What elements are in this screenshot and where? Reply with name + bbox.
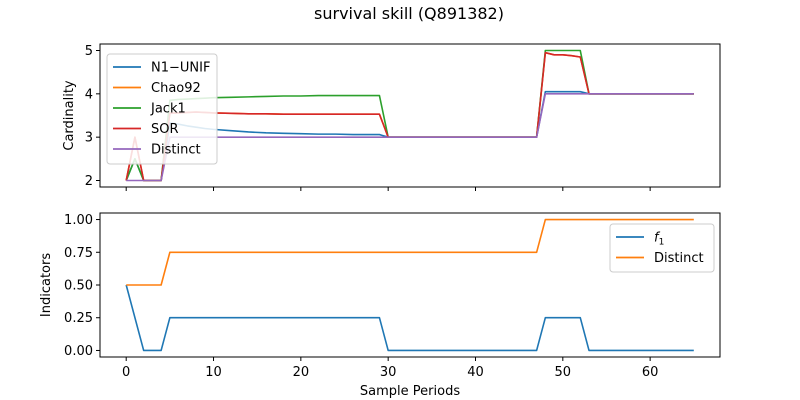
axes-frame <box>99 43 721 188</box>
y-tick-label: 0.75 <box>64 246 93 261</box>
legend: N1−UNIF Chao92 Jack1 SOR Distinct <box>106 53 218 165</box>
y-axis-label: Indicators <box>39 253 54 317</box>
x-tick-label: 20 <box>293 365 310 380</box>
y-tick-label: 3 <box>85 131 93 146</box>
legend-label: Chao92 <box>151 81 201 96</box>
x-tick-label: 0 <box>122 365 130 380</box>
indicators-panel: 0.00 0.25 0.50 0.75 1.00 0 10 20 30 40 50 60 Indicat… <box>39 212 721 399</box>
y-axis-label: Cardinality <box>62 80 77 151</box>
legend-label: Distinct <box>151 143 201 158</box>
y-tick-label: 2 <box>85 174 93 189</box>
x-tick-label: 50 <box>555 365 572 380</box>
x-axis-label: Sample Periods <box>360 384 460 399</box>
legend: f1 Distinct <box>609 223 715 273</box>
x-tick-label: 10 <box>205 365 222 380</box>
y-tick-label: 0.25 <box>64 311 93 326</box>
y-tick-label: 1.00 <box>64 213 93 228</box>
y-tick-label: 0.50 <box>64 279 93 294</box>
legend-box <box>609 223 715 273</box>
y-tick-label: 4 <box>85 87 93 102</box>
cardinality-panel: 2 3 4 5 Cardinality N1−UNIF Chao92 Jack1 SOR Dist… <box>62 43 721 191</box>
legend-label: Distinct <box>654 251 704 266</box>
series-line <box>125 284 694 352</box>
x-tick-label: 60 <box>642 365 659 380</box>
legend-label: N1−UNIF <box>151 61 210 76</box>
y-tick-label: 0.00 <box>64 344 93 359</box>
y-tick-label: 5 <box>85 44 93 59</box>
axes-frame <box>99 212 721 358</box>
legend-box <box>106 53 218 165</box>
series-line <box>126 218 694 286</box>
x-tick-label: 40 <box>467 365 484 380</box>
figure-title: survival skill (Q891382) <box>314 4 504 23</box>
legend-label: f1 <box>654 231 664 248</box>
legend-label: SOR <box>151 122 179 137</box>
legend-label: Jack1 <box>150 102 186 117</box>
x-tick-label: 30 <box>380 365 397 380</box>
